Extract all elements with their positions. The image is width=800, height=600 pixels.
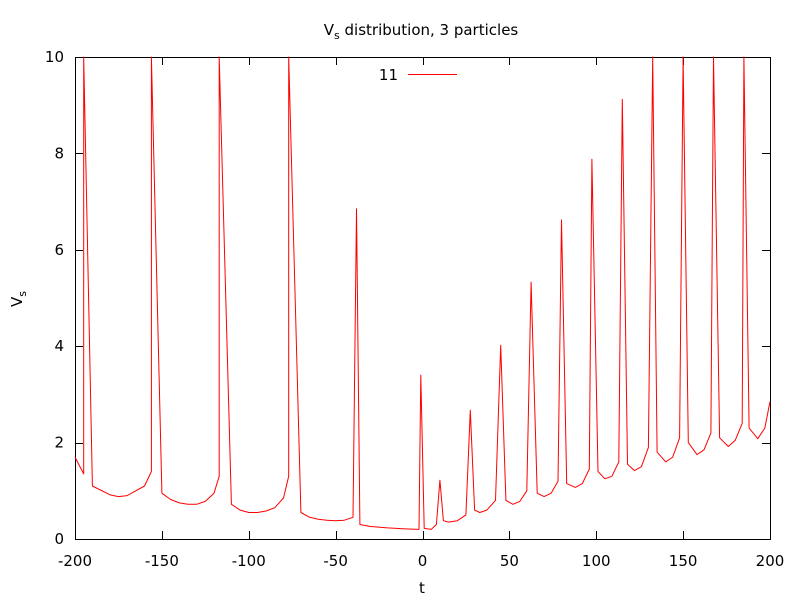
y-tick-label: 0 [54, 530, 64, 548]
x-tick-label: -150 [145, 552, 179, 570]
legend: 11 [379, 66, 457, 84]
y-tick-label: 8 [54, 144, 64, 162]
y-tick-label: 6 [54, 241, 64, 259]
x-tick-label: 150 [669, 552, 698, 570]
x-tick-label: 100 [582, 552, 611, 570]
y-tick-label: 2 [54, 434, 64, 452]
legend-label: 11 [379, 66, 398, 84]
series-layer [74, 56, 771, 530]
y-tick-label: 4 [54, 337, 64, 355]
x-tick-label: -100 [232, 552, 266, 570]
chart-title: Vs distribution, 3 particles [324, 21, 519, 42]
tick-labels-layer: -200 -150 -100 -50 0 50 100 150 200 0 2 4 6 8 10 [45, 48, 784, 570]
x-tick-label: -200 [58, 552, 92, 570]
y-tick-label: 10 [45, 48, 64, 66]
x-tick-label: 0 [418, 552, 428, 570]
title-subscript: s [334, 29, 340, 42]
title-rest: distribution, 3 particles [340, 21, 519, 39]
x-tick-label: 200 [756, 552, 785, 570]
x-tick-label: 50 [500, 552, 519, 570]
ylabel-main: V [8, 296, 26, 307]
y-axis-label: Vs [8, 291, 29, 307]
series-line-11 [74, 56, 771, 530]
x-tick-label: -50 [323, 552, 348, 570]
ylabel-subscript: s [16, 291, 29, 297]
x-axis-label: t [419, 579, 425, 597]
title-main: V [324, 21, 335, 39]
